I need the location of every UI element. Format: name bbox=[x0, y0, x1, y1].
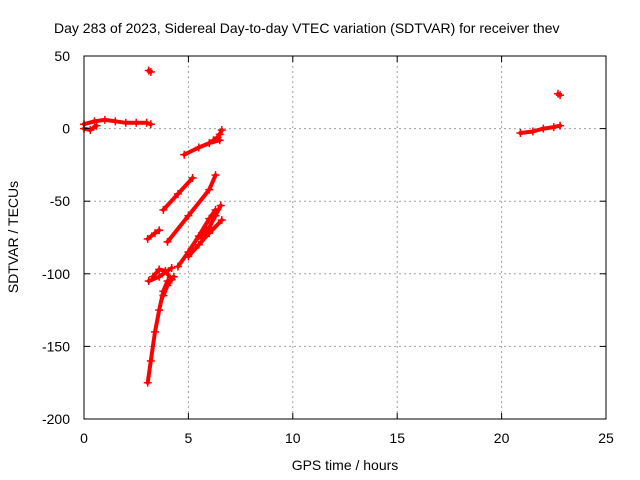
data-point bbox=[146, 67, 155, 76]
data-point bbox=[159, 205, 168, 214]
data-point bbox=[163, 237, 172, 246]
data-point bbox=[155, 306, 164, 315]
data-point bbox=[194, 143, 203, 152]
data-point bbox=[163, 281, 172, 290]
series-line bbox=[165, 173, 218, 244]
data-point bbox=[169, 272, 178, 281]
data-series bbox=[80, 66, 565, 387]
grid bbox=[84, 56, 606, 419]
data-point bbox=[92, 121, 101, 130]
series-8 bbox=[143, 226, 164, 243]
data-point bbox=[194, 240, 203, 249]
data-point bbox=[143, 234, 152, 243]
x-tick-label: 25 bbox=[598, 430, 614, 446]
series-4 bbox=[143, 277, 172, 387]
data-point bbox=[146, 356, 155, 365]
series-1 bbox=[80, 115, 155, 129]
axis-ticks bbox=[83, 55, 607, 420]
plot-frame bbox=[83, 55, 607, 420]
data-point bbox=[184, 252, 193, 261]
data-point bbox=[196, 233, 205, 242]
data-point bbox=[173, 262, 182, 271]
data-point bbox=[100, 115, 109, 124]
y-tick-label: -50 bbox=[50, 193, 70, 209]
data-point bbox=[173, 189, 182, 198]
series-15 bbox=[209, 126, 226, 145]
data-point bbox=[215, 130, 224, 139]
data-point bbox=[209, 136, 218, 145]
x-axis-label: GPS time / hours bbox=[292, 457, 399, 473]
series-13 bbox=[196, 201, 225, 242]
data-point bbox=[155, 265, 164, 274]
data-point bbox=[549, 123, 558, 132]
data-point bbox=[167, 263, 176, 272]
data-point bbox=[111, 117, 120, 126]
data-point bbox=[188, 173, 197, 182]
data-point bbox=[150, 327, 159, 336]
x-tick-label: 15 bbox=[389, 430, 405, 446]
data-point bbox=[528, 127, 537, 136]
data-point bbox=[146, 120, 155, 129]
data-point bbox=[144, 277, 153, 286]
data-point bbox=[217, 126, 226, 135]
data-point bbox=[516, 128, 525, 137]
x-tick-label: 10 bbox=[285, 430, 301, 446]
data-point bbox=[217, 216, 226, 225]
series-7 bbox=[159, 272, 178, 300]
data-point bbox=[205, 185, 214, 194]
data-point bbox=[155, 226, 164, 235]
data-point bbox=[142, 118, 151, 127]
data-point bbox=[556, 91, 565, 100]
series-line bbox=[145, 228, 162, 241]
data-point bbox=[211, 171, 220, 180]
data-point bbox=[539, 124, 548, 133]
data-point bbox=[556, 121, 565, 130]
x-tick-label: 20 bbox=[494, 430, 510, 446]
data-point bbox=[150, 229, 159, 238]
data-point bbox=[216, 201, 225, 210]
x-tick-label: 5 bbox=[185, 430, 193, 446]
y-tick-label: 50 bbox=[54, 48, 70, 64]
series-line bbox=[198, 203, 223, 240]
series-line bbox=[186, 218, 224, 259]
data-point bbox=[121, 118, 130, 127]
data-point bbox=[211, 211, 220, 220]
y-tick-labels: -200 -150 -100 -50 0 50 bbox=[42, 48, 70, 427]
y-tick-label: 0 bbox=[62, 121, 70, 137]
x-tick-label: 0 bbox=[80, 430, 88, 446]
series-10 bbox=[163, 171, 220, 246]
y-tick-label: -100 bbox=[42, 266, 70, 282]
chart-title: Day 283 of 2023, Sidereal Day-to-day VTE… bbox=[54, 20, 560, 36]
data-point bbox=[86, 126, 95, 135]
data-point bbox=[159, 291, 168, 300]
y-tick-label: -150 bbox=[42, 338, 70, 354]
y-tick-label: -200 bbox=[42, 411, 70, 427]
y-axis-label: SDTVAR / TECUs bbox=[5, 181, 21, 293]
data-point bbox=[205, 223, 214, 232]
series-16 bbox=[516, 121, 565, 137]
data-point bbox=[90, 117, 99, 126]
data-point bbox=[148, 272, 157, 281]
series-9 bbox=[159, 173, 197, 214]
series-line bbox=[211, 128, 224, 143]
x-tick-labels: 0 5 10 15 20 25 bbox=[80, 430, 614, 446]
data-point bbox=[132, 118, 141, 127]
series-17 bbox=[553, 89, 565, 100]
data-point bbox=[180, 150, 189, 159]
data-point bbox=[161, 266, 170, 275]
data-point bbox=[184, 211, 193, 220]
data-point bbox=[205, 139, 214, 148]
series-3 bbox=[144, 66, 155, 76]
data-point bbox=[143, 378, 152, 387]
